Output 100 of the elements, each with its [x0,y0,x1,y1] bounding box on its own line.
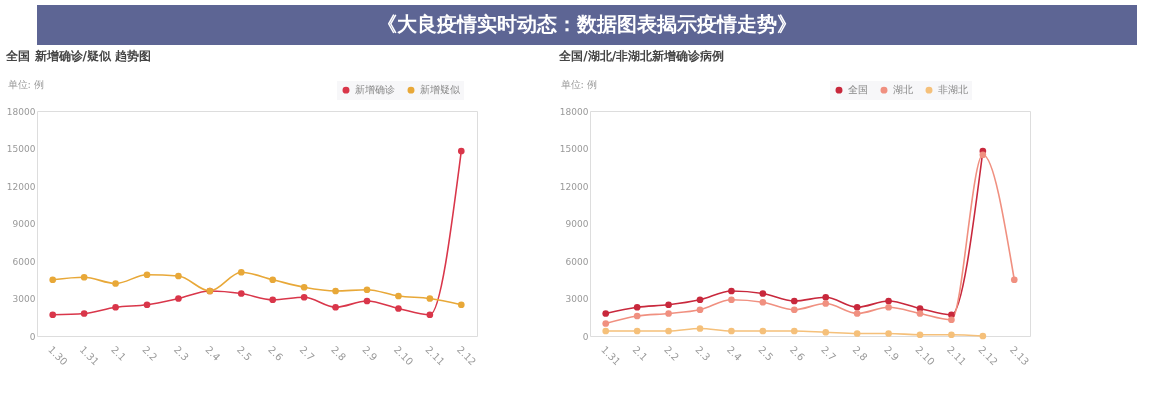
point [696,296,704,304]
y-tick-label: 6000 [565,256,589,267]
point [633,327,641,335]
point [426,295,434,302]
point [332,303,339,311]
x-tick-label: 2.8 [329,343,349,363]
y-tick-label: 6000 [12,256,36,267]
point [300,293,308,301]
legend-label: 新增确诊 [355,84,395,96]
x-tick-label: 2.4 [203,343,223,363]
text: 《大良疫情实时动态：数据图表揭示疫情走势》 [377,12,797,36]
point [948,331,955,339]
chart-title: 全国/湖北/非湖北新增确诊病例 [558,49,725,63]
point [853,310,861,317]
point [332,287,339,295]
x-tick-label: 2.7 [297,343,317,363]
point [49,311,57,319]
point [143,271,151,279]
x-tick-label: 2.9 [360,343,380,363]
point [728,296,735,304]
point [822,293,830,301]
y-tick-label: 3000 [565,294,589,304]
point [728,287,735,295]
point [175,272,182,280]
y-tick-label: 12000 [559,181,589,192]
x-tick-label: 2.1 [109,343,129,363]
point [696,306,704,314]
x-tick-label: 2.6 [266,343,286,363]
x-tick-label: 2.4 [724,343,744,363]
y-tick-label: 9000 [565,219,589,229]
point [790,327,798,335]
point [665,327,672,335]
y-axis-title: 单位: 例 [7,78,45,90]
x-tick-label: 2.5 [756,343,776,363]
point [759,327,767,335]
y-tick-label: 0 [29,331,36,342]
point [728,327,735,335]
point [112,280,119,287]
point [143,301,151,309]
y-tick-label: 0 [582,331,589,342]
legend-label: 新增疑似 [420,84,460,96]
point [426,311,434,319]
point [457,301,465,309]
y-tick-label: 9000 [12,219,36,229]
point [979,332,987,340]
legend-label: 全国 [848,84,868,96]
x-tick-label: 2.5 [234,343,254,363]
point [457,147,465,155]
point [80,273,88,281]
point [175,295,182,302]
point [363,297,371,305]
point [237,268,245,276]
x-tick-label: 2.7 [819,343,839,363]
point [759,298,767,306]
point [395,292,402,300]
x-tick-label: 2.6 [787,343,807,363]
point [665,301,672,309]
y-tick-label: 12000 [6,181,36,192]
point [80,310,88,317]
x-tick-label: 2.1 [630,343,650,363]
y-tick-label: 15000 [6,144,36,154]
point [853,330,861,337]
point [633,303,641,311]
x-tick-label: 2.9 [882,343,902,363]
point [112,303,119,311]
point [916,331,924,339]
x-tick-label: 2.3 [171,343,191,363]
point [885,330,892,337]
point [602,327,610,335]
x-tick-label: 2.2 [140,343,160,363]
y-tick-label: 3000 [12,294,36,304]
x-tick-label: 2.2 [662,343,682,363]
legend-label: 非湖北 [938,84,968,96]
point [979,151,987,159]
y-tick-label: 18000 [559,106,589,117]
point [269,276,277,284]
y-tick-label: 18000 [6,106,36,117]
point [790,297,798,305]
x-tick-label: 2.3 [693,343,713,363]
point [853,303,861,311]
chart-title: 全国 新增确诊/疑似 趋势图 [5,49,152,63]
point [602,310,610,317]
point [1010,276,1018,284]
x-tick-label: 2.8 [850,343,870,363]
y-tick-label: 15000 [559,144,589,154]
point [395,305,402,312]
point [916,310,924,317]
y-axis-title: 单位: 例 [560,78,598,90]
point [665,310,672,317]
legend-label: 湖北 [893,84,913,96]
point [300,283,308,291]
point [948,316,955,324]
point [269,296,277,304]
point [602,320,610,327]
point [822,300,830,307]
point [759,290,767,297]
point [885,303,892,311]
point [885,297,892,305]
point [633,312,641,320]
point [822,328,830,336]
